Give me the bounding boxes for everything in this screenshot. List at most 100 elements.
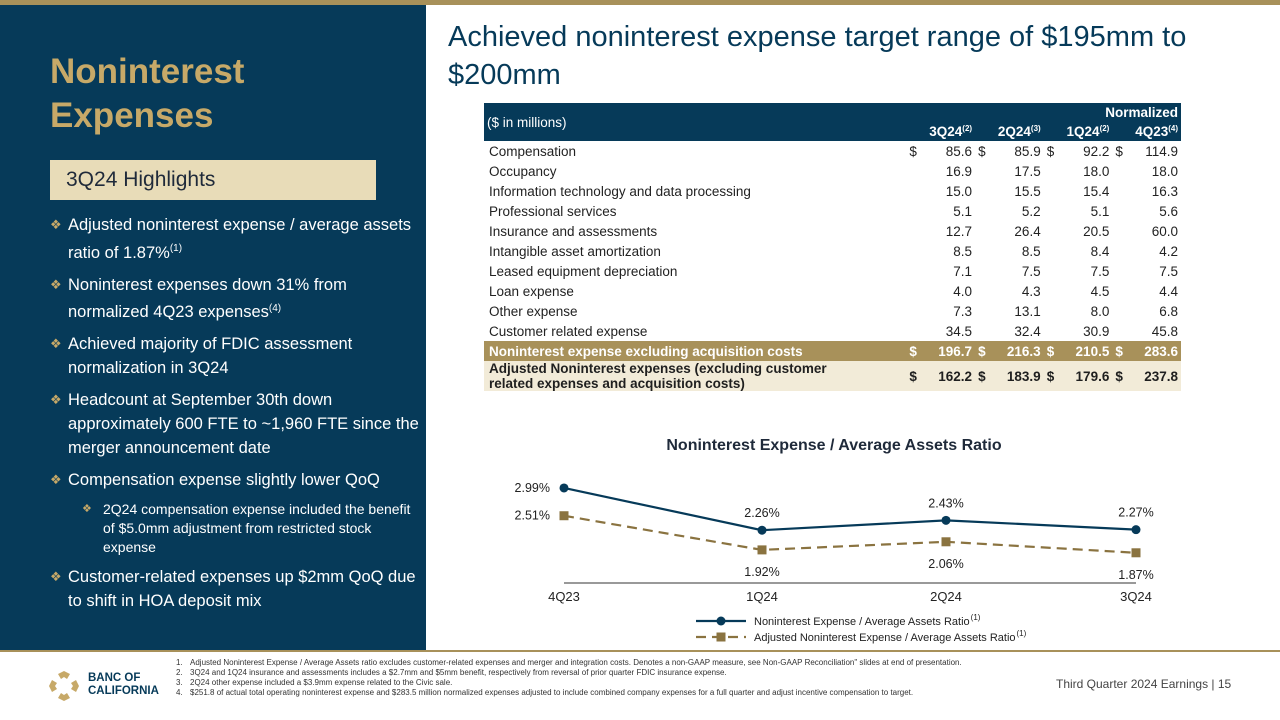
table-cell: 30.9 xyxy=(1083,323,1110,339)
data-point xyxy=(757,525,767,535)
page-footer-label: Third Quarter 2024 Earnings | 15 xyxy=(1056,677,1232,691)
unit-label: ($ in millions) xyxy=(484,103,907,141)
legend-marker xyxy=(716,632,726,642)
bullet-item: ❖ Headcount at September 30th down approx… xyxy=(50,388,424,460)
footnotes: 1. Adjusted Noninterest Expense / Average… xyxy=(176,658,1046,698)
row-label: Other expense xyxy=(489,303,578,319)
expense-table: ($ in millions) Normalized 3Q24(2) 2Q24(… xyxy=(484,103,1181,391)
row-label: Professional services xyxy=(489,203,617,219)
table-row: Other expense 7.3 13.1 8.0 6.8 xyxy=(484,301,1181,321)
table-cell: 15.4 xyxy=(1083,183,1110,199)
footnote: 3. 2Q24 other expense included a $3.9mm e… xyxy=(176,678,453,687)
highlights-label: 3Q24 Highlights xyxy=(66,168,216,191)
table-cell: 8.5 xyxy=(1021,243,1041,259)
table-row: Customer related expense 34.5 32.4 30.9 45.8 xyxy=(484,321,1181,341)
x-tick-label: 4Q23 xyxy=(548,589,580,604)
legend-marker xyxy=(716,616,726,626)
table-cell: 4.3 xyxy=(1021,283,1041,299)
page-title-line2: Expenses xyxy=(50,96,214,135)
series-line xyxy=(563,486,1137,532)
data-point xyxy=(941,537,951,547)
table-cell: 210.5 xyxy=(1063,341,1113,361)
legend-label-sup: (1) xyxy=(971,613,981,622)
x-tick-label: 1Q24 xyxy=(746,589,778,604)
table-cell: 15.5 xyxy=(1014,183,1041,199)
main-title: Achieved noninterest expense target rang… xyxy=(448,21,1187,91)
table-cell: 60.0 xyxy=(1151,223,1178,239)
table-header-row: ($ in millions) Normalized xyxy=(484,103,1181,141)
diamond-bullet-icon: ❖ xyxy=(50,217,62,232)
table-cell: 8.5 xyxy=(953,243,973,259)
table-cell: 8.0 xyxy=(1090,303,1110,319)
table-row: Intangible asset amortization 8.5 8.5 8.4 4.… xyxy=(484,241,1181,261)
sub-bullet-item: ❖ 2Q24 compensation expense included the … xyxy=(82,501,411,555)
table-cell: 85.6 xyxy=(945,143,973,159)
table-cell: 8.4 xyxy=(1090,243,1110,259)
table-cell: 114.9 xyxy=(1145,143,1178,159)
data-point xyxy=(559,483,569,493)
table-cell: 4.2 xyxy=(1159,243,1178,259)
page-title-line1: Noninterest xyxy=(50,52,245,91)
table-row: Compensation $85.6 $85.9 $92.2 $114.9 xyxy=(484,141,1181,161)
data-point xyxy=(757,545,767,555)
data-label: 1.87% xyxy=(1118,568,1153,582)
column-header: 2Q24(3) xyxy=(975,122,1044,141)
row-label: Loan expense xyxy=(489,283,574,299)
bullet-item: ❖ Adjusted noninterest expense / average … xyxy=(50,213,424,265)
table-cell: 237.8 xyxy=(1132,361,1181,391)
table-cell: 85.9 xyxy=(1014,143,1041,159)
row-label: Compensation xyxy=(489,143,577,159)
highlights-box: 3Q24 Highlights xyxy=(50,160,376,200)
row-label: Customer related expense xyxy=(489,323,648,339)
data-label: 2.43% xyxy=(928,496,963,510)
table-cell: 17.5 xyxy=(1014,163,1041,179)
left-panel xyxy=(0,5,426,650)
table-cell: 20.5 xyxy=(1083,223,1110,239)
column-header: 1Q24(2) xyxy=(1043,122,1113,141)
table-row: Occupancy 16.9 17.5 18.0 18.0 xyxy=(484,161,1181,181)
table-cell: 283.6 xyxy=(1132,341,1181,361)
table-row: Loan expense 4.0 4.3 4.5 4.4 xyxy=(484,281,1181,301)
diamond-bullet-icon: ❖ xyxy=(50,336,62,351)
bullet-item: ❖ Compensation expense slightly lower QoQ xyxy=(50,468,424,492)
table-header-row: 3Q24(2) 2Q24(3) 1Q24(2) 4Q23(4) xyxy=(484,122,1181,141)
bullet-item: ❖ Noninterest expenses down 31% from norm… xyxy=(50,273,424,325)
data-label: 2.06% xyxy=(928,557,963,571)
table-cell: 7.5 xyxy=(1090,263,1110,279)
table-cell: 7.1 xyxy=(953,263,973,279)
table-cell: 5.1 xyxy=(1090,203,1110,219)
table-cell: 16.9 xyxy=(945,163,973,179)
row-label: Insurance and assessments xyxy=(489,223,658,239)
column-header: 4Q23(4) xyxy=(1112,122,1181,141)
table-cell: 7.3 xyxy=(953,303,973,319)
data-point xyxy=(1131,548,1141,558)
table-cell: 5.1 xyxy=(953,203,973,219)
page-title: Noninterest Expenses xyxy=(50,50,390,138)
bullet-item: ❖ Customer-related expenses up $2mm QoQ d… xyxy=(50,565,424,613)
normalized-label: Normalized xyxy=(906,103,1181,122)
diamond-bullet-icon: ❖ xyxy=(82,503,92,515)
diamond-bullet-icon: ❖ xyxy=(50,392,62,407)
footnote: 4. $251.8 of actual total operating nonin… xyxy=(176,688,914,697)
table-cell: 18.0 xyxy=(1083,163,1110,179)
table-cell: 7.5 xyxy=(1021,263,1041,279)
row-label: Occupancy xyxy=(489,163,557,179)
data-point xyxy=(559,511,569,521)
total-row: Noninterest expense excluding acquisitio… xyxy=(484,341,1181,361)
data-label: 2.51% xyxy=(515,509,550,523)
data-point xyxy=(941,515,951,525)
diamond-bullet-icon: ❖ xyxy=(50,276,62,292)
table-cell: 4.4 xyxy=(1159,283,1178,299)
highlights-list: ❖ Adjusted noninterest expense / average … xyxy=(50,213,424,621)
table-cell: 179.6 xyxy=(1063,361,1113,391)
table-cell: 216.3 xyxy=(995,341,1044,361)
table-cell: 26.4 xyxy=(1014,223,1041,239)
diamond-bullet-icon: ❖ xyxy=(50,472,62,487)
row-label: Information technology and data processi… xyxy=(489,183,751,199)
table-cell: 7.5 xyxy=(1159,263,1178,279)
bank-logo-text: BANC OF CALIFORNIA xyxy=(88,672,159,697)
table-cell: 4.0 xyxy=(953,283,973,299)
footer-divider xyxy=(0,650,1280,652)
table-cell: 45.8 xyxy=(1151,323,1178,339)
table-cell: 18.0 xyxy=(1151,163,1178,179)
